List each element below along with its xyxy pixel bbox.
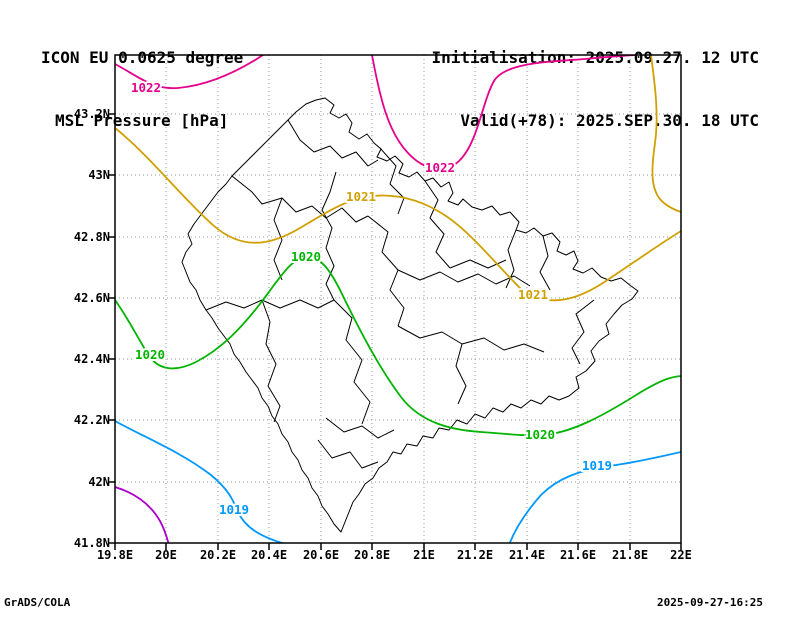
y-tick-label: 42.4N xyxy=(74,352,110,366)
y-tick-label: 42.8N xyxy=(74,230,110,244)
district-boundaries xyxy=(205,119,595,469)
contour-label: 1020 xyxy=(525,427,555,442)
y-tick-label: 43N xyxy=(88,168,110,182)
x-tick-label: 21.8E xyxy=(612,548,648,562)
title-block: ICON EU 0.0625 degree MSL Pressure [hPa] xyxy=(41,5,243,152)
x-tick-label: 20.6E xyxy=(303,548,339,562)
contour-1019-southwest xyxy=(115,420,286,543)
x-tick-label: 20.8E xyxy=(354,548,390,562)
contour-1019-southeast xyxy=(508,451,681,543)
x-tick-label: 20E xyxy=(155,548,177,562)
contour-label: 1021 xyxy=(518,287,548,302)
graticule-grid xyxy=(115,55,681,543)
contour-1021-northeast xyxy=(650,55,681,213)
y-axis-labels: 43.2N 43N 42.8N 42.6N 42.4N 42.2N 42N 41… xyxy=(74,107,110,550)
contour-label: 1022 xyxy=(425,160,455,175)
contour-label: 1022 xyxy=(131,80,161,95)
x-tick-label: 21.2E xyxy=(457,548,493,562)
contour-1022-northwest xyxy=(115,55,264,89)
y-tick-label: 42N xyxy=(88,475,110,489)
x-tick-label: 20.2E xyxy=(200,548,236,562)
valid-time: Valid(+78): 2025.SEP.30. 18 UTC xyxy=(460,111,759,130)
field-title: MSL Pressure [hPa] xyxy=(55,111,229,130)
contour-value-labels: 1022 1022 1021 1021 1020 1020 1020 1019 … xyxy=(129,78,614,519)
x-tick-label: 21E xyxy=(413,548,435,562)
x-tick-label: 19.8E xyxy=(97,548,133,562)
x-tick-label: 22E xyxy=(670,548,692,562)
y-tick-label: 41.8N xyxy=(74,536,110,550)
x-tick-label: 21.4E xyxy=(509,548,545,562)
model-title: ICON EU 0.0625 degree xyxy=(41,48,244,67)
y-tick-label: 42.2N xyxy=(74,413,110,427)
pressure-contours xyxy=(115,55,681,543)
contour-1018-southwest xyxy=(115,486,170,543)
y-tick-label: 43.2N xyxy=(74,107,110,121)
contour-1022-north xyxy=(371,55,636,170)
time-block: Initialisation: 2025.09.27. 12 UTC Valid… xyxy=(431,5,759,152)
kosovo-border xyxy=(181,97,639,533)
axis-tick-marks xyxy=(108,113,682,550)
contour-1020-main xyxy=(115,256,681,437)
contour-label: 1019 xyxy=(219,502,249,517)
plot-frame xyxy=(114,54,682,544)
y-tick-label: 42.6N xyxy=(74,291,110,305)
contour-1021-main xyxy=(115,127,681,302)
contour-label: 1020 xyxy=(135,347,165,362)
x-tick-label: 20.4E xyxy=(251,548,287,562)
grads-credit: GrADS/COLA xyxy=(4,596,71,609)
contour-label: 1019 xyxy=(582,458,612,473)
contour-label: 1020 xyxy=(291,249,321,264)
creation-timestamp: 2025-09-27-16:25 xyxy=(657,596,763,609)
contour-label: 1021 xyxy=(346,189,376,204)
x-axis-labels: 19.8E 20E 20.2E 20.4E 20.6E 20.8E 21E 21… xyxy=(97,548,692,562)
x-tick-label: 21.6E xyxy=(560,548,596,562)
